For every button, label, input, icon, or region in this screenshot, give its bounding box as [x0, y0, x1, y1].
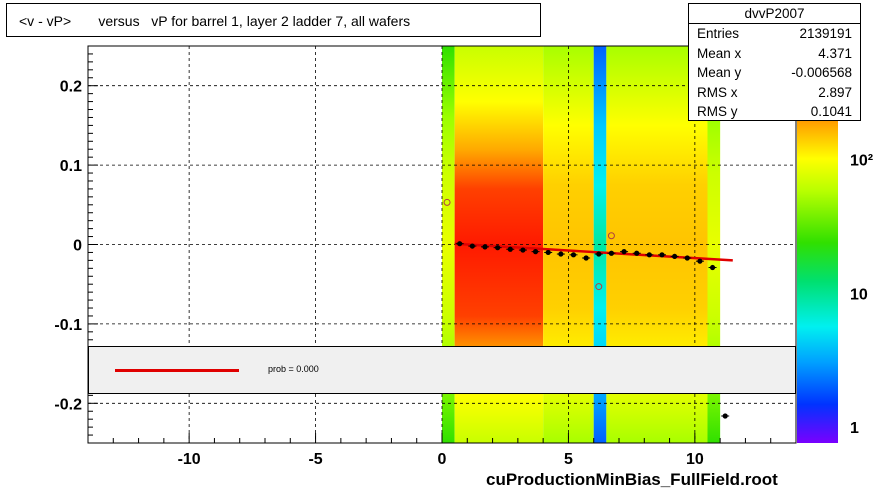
y-tick-label: 0.2	[60, 79, 82, 96]
open-point	[443, 198, 451, 206]
chart-title: <v - vP> versus vP for barrel 1, layer 2…	[19, 13, 411, 29]
stats-row-entries: Entries 2139191	[689, 24, 860, 44]
colorbar-tick-label: 10	[850, 286, 868, 303]
stats-key: Entries	[697, 26, 740, 41]
profile-point	[520, 247, 526, 253]
profile-point	[583, 255, 589, 261]
profile-point	[646, 252, 652, 258]
stats-key: RMS x	[697, 84, 738, 100]
y-tick-label: 0.1	[60, 158, 82, 175]
fit-legend-label: prob = 0.000	[268, 364, 319, 374]
colorbar-tick-label: 10²	[850, 153, 873, 170]
profile-points	[443, 198, 730, 419]
axis-ticks	[87, 45, 797, 444]
open-point	[595, 283, 603, 291]
x-tick-label: 10	[686, 451, 704, 468]
profile-point	[558, 251, 564, 257]
colorbar-labels: 10² 10 1	[850, 153, 873, 437]
colorbar-tick-label: 1	[850, 420, 859, 437]
title-box: <v - vP> versus vP for barrel 1, layer 2…	[6, 3, 541, 37]
profile-point	[634, 250, 640, 256]
stats-row-rms-x: RMS x 2.897	[689, 83, 860, 103]
x-tick-label: 5	[564, 451, 573, 468]
stats-name: dvvP2007	[689, 4, 860, 24]
profile-point	[596, 251, 602, 257]
open-point	[607, 232, 615, 240]
profile-point	[495, 245, 501, 251]
stats-value: 2.897	[818, 84, 852, 100]
profile-point	[457, 241, 463, 247]
profile-point	[722, 413, 728, 419]
colorbar	[797, 120, 838, 443]
stats-box: dvvP2007 Entries 2139191 Mean x 4.371 Mean…	[688, 3, 861, 121]
profile-point	[672, 253, 678, 260]
profile-point	[709, 264, 716, 271]
profile-point	[684, 255, 690, 261]
profile-point	[532, 249, 539, 255]
stats-row-mean-x: Mean x 4.371	[689, 44, 860, 64]
stats-key: Mean y	[697, 65, 742, 80]
y-tick-label: 0	[73, 238, 82, 255]
x-tick-label: 0	[438, 451, 447, 468]
stats-row-rms-y: RMS y 0.1041	[689, 102, 860, 122]
profile-point	[482, 244, 488, 250]
tick-labels: -10 -5 0 5 10 -0.2 -0.1 0 0.1 0.2	[54, 79, 703, 468]
y-tick-label: -0.1	[54, 317, 82, 334]
stats-value: 2139191	[799, 26, 852, 41]
fit-legend-line	[115, 369, 239, 372]
stats-key: RMS y	[697, 104, 738, 119]
profile-point	[545, 249, 551, 256]
stats-row-mean-y: Mean y -0.006568	[689, 63, 860, 83]
stats-value: -0.006568	[791, 65, 852, 80]
profile-point	[608, 250, 615, 256]
stats-key: Mean x	[697, 45, 742, 61]
x-tick-label: -10	[178, 451, 201, 468]
x-tick-label: -5	[308, 451, 322, 468]
footer-filename: cuProductionMinBias_FullField.root	[486, 470, 778, 489]
profile-point	[570, 252, 577, 258]
profile-point	[697, 258, 703, 264]
stats-value: 4.371	[818, 45, 852, 61]
profile-point	[659, 252, 665, 258]
profile-point	[469, 243, 475, 249]
profile-point	[621, 249, 627, 255]
y-tick-label: -0.2	[54, 396, 82, 413]
profile-point	[507, 246, 513, 252]
stats-value: 0.1041	[810, 104, 852, 119]
fit-legend: prob = 0.000	[88, 346, 796, 394]
